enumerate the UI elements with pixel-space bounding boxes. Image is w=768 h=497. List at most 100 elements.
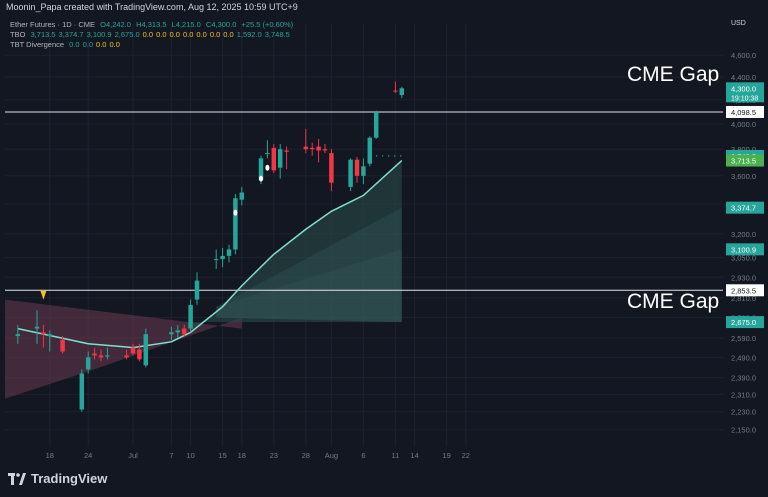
y-tick-label: 4,600.0 — [731, 51, 756, 60]
attribution-text: Moonin_Papa created with TradingView.com… — [6, 2, 298, 12]
legend-value: 0.0 — [96, 40, 107, 49]
legend-value: 3,374.7 — [58, 30, 84, 39]
candle-body[interactable] — [316, 146, 321, 151]
candle-body[interactable] — [303, 146, 309, 150]
tbo-c-price-label-bg — [726, 201, 764, 214]
tbo-values: 3,713.5 3,374.7 3,100.9 2,675.0 0.0 0.0 0.0 0.0… — [31, 30, 293, 39]
cme-gap-annotation-top: CME Gap — [627, 63, 720, 86]
legend-value: 0.0 — [209, 30, 221, 39]
candle-body[interactable] — [399, 88, 405, 96]
tradingview-brand: TradingView — [31, 471, 108, 486]
x-tick-label: Jul — [128, 451, 138, 460]
tbt-values: 0.0 0.0 0.0 0.0 — [69, 40, 123, 49]
attribution-bar: Moonin_Papa created with TradingView.com… — [0, 0, 768, 16]
tbo-inner-band — [216, 207, 402, 323]
last-price-bg — [726, 82, 764, 103]
legend-value: 0.0 — [156, 30, 167, 39]
x-tick-label: 11 — [392, 451, 400, 460]
x-tick-label: Aug — [325, 451, 338, 460]
candle-body[interactable] — [322, 149, 328, 151]
candle-body[interactable] — [34, 326, 40, 329]
candle-body[interactable] — [15, 334, 21, 337]
candle-body[interactable] — [226, 249, 232, 256]
candle-body[interactable] — [373, 111, 379, 138]
legend-change: +25.5 (+0.60%) — [241, 20, 294, 29]
tbt-legend: TBT Divergence 0.0 0.0 0.0 0.0 — [10, 40, 126, 49]
x-tick-label: 28 — [302, 451, 310, 460]
tbo-e-price-label: 2,675.0 — [731, 318, 756, 327]
divergence-marker — [40, 290, 47, 300]
candle-body[interactable] — [188, 304, 193, 329]
x-tick-label: 7 — [169, 451, 173, 460]
candle-body[interactable] — [175, 330, 181, 333]
candle-body[interactable] — [233, 198, 238, 250]
candle-body[interactable] — [41, 332, 46, 335]
signal-marker — [259, 175, 263, 182]
y-tick-label: 4,000.0 — [731, 120, 756, 129]
candle-body[interactable] — [85, 357, 91, 370]
gap-top-price-label: 4,098.5 — [731, 108, 756, 117]
tbo-d-price-label-bg — [726, 243, 764, 256]
gap-bottom-price-label-bg — [726, 284, 764, 297]
candle-body[interactable] — [130, 347, 136, 354]
last-price-label: 4,300.0 — [731, 84, 756, 93]
candle-body[interactable] — [354, 159, 360, 176]
tbo-c-price-label: 3,374.7 — [731, 204, 756, 213]
candle-body[interactable] — [181, 328, 187, 335]
candle-body[interactable] — [169, 332, 174, 335]
candle-body[interactable] — [220, 255, 225, 260]
candle-body[interactable] — [137, 349, 142, 360]
currency-label[interactable]: USD — [731, 20, 746, 27]
candle-body[interactable] — [60, 339, 65, 352]
y-tick-label: 2,590.0 — [731, 334, 756, 343]
y-tick-label: 2,390.0 — [731, 374, 756, 383]
tbo-band-bullish — [190, 160, 402, 333]
x-tick-label: 14 — [410, 451, 418, 460]
legend-close: C4,300.0 — [205, 20, 237, 29]
price-chart[interactable]: 4,600.04,400.04,200.04,000.03,800.03,600… — [0, 16, 768, 463]
legend-open: O4,242.0 — [100, 20, 131, 29]
candle-body[interactable] — [124, 355, 129, 358]
candle-body[interactable] — [92, 353, 97, 356]
candle-body[interactable] — [271, 147, 277, 171]
tbo-d-price-label: 3,100.9 — [731, 245, 756, 254]
candle-body[interactable] — [47, 334, 53, 337]
legend-low: L4,215.0 — [171, 20, 201, 29]
candle-body[interactable] — [258, 158, 264, 180]
x-tick-label: 10 — [186, 451, 194, 460]
candle-body[interactable] — [367, 137, 373, 164]
legend-value: 1,592.0 — [236, 30, 262, 39]
candle-body[interactable] — [239, 192, 245, 200]
tbo-name: TBO — [10, 30, 26, 39]
tradingview-logo[interactable]: TradingView — [8, 471, 107, 486]
x-tick-label: 23 — [270, 451, 278, 460]
gap-top-price-label-bg — [726, 105, 764, 118]
candle-body[interactable] — [277, 149, 283, 168]
x-tick-label: 18 — [46, 451, 54, 460]
candle-body[interactable] — [393, 90, 398, 92]
candle-body[interactable] — [284, 150, 289, 152]
candle-body[interactable] — [194, 280, 200, 300]
candle-body[interactable] — [265, 153, 270, 155]
legend-value: 2,675.0 — [114, 30, 140, 39]
x-tick-label: 22 — [462, 451, 470, 460]
candle-body[interactable] — [348, 159, 353, 187]
candle-body[interactable] — [361, 166, 366, 176]
signal-marker — [265, 164, 270, 171]
candle-body[interactable] — [98, 355, 104, 358]
gap-bottom-price-label: 2,853.5 — [731, 286, 756, 295]
candle-body[interactable] — [105, 355, 110, 357]
x-tick-label: 6 — [361, 451, 365, 460]
candle-body[interactable] — [213, 259, 219, 261]
y-tick-label: 3,600.0 — [731, 172, 756, 181]
tbo-legend: TBO 3,713.5 3,374.7 3,100.9 2,675.0 0.0 0.0 0.… — [10, 30, 296, 39]
y-tick-label: 2,810.0 — [731, 294, 756, 303]
candle-body[interactable] — [143, 334, 149, 366]
legend-value: 3,713.5 — [30, 30, 56, 39]
candle-body[interactable] — [329, 153, 334, 183]
legend-value: 0.0 — [223, 30, 234, 39]
legend-value: 3,100.9 — [86, 30, 112, 39]
candle-body[interactable] — [309, 147, 315, 150]
legend-value: 0.0 — [169, 30, 180, 39]
candle-body[interactable] — [79, 373, 85, 410]
